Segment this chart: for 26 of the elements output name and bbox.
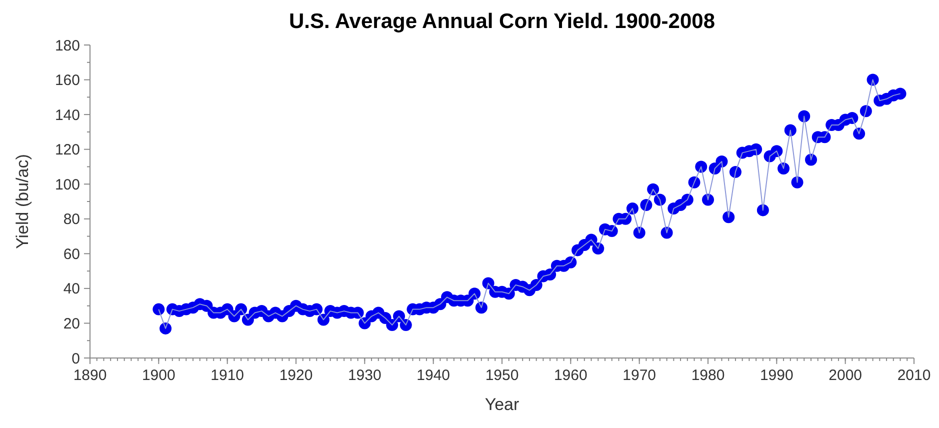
y-axis-title: Yield (bu/ac)	[13, 154, 32, 249]
x-tick-label: 1910	[210, 367, 244, 384]
y-tick-label: 20	[63, 315, 80, 332]
x-tick-label: 1980	[691, 367, 725, 384]
x-tick-label: 1960	[554, 367, 588, 384]
x-tick-label: 1890	[73, 367, 107, 384]
x-tick-label: 1900	[142, 367, 176, 384]
x-tick-label: 2000	[828, 367, 862, 384]
y-tick-label: 140	[54, 106, 80, 124]
y-tick-label: 180	[54, 37, 80, 54]
x-axis-title: Year	[484, 395, 520, 414]
x-tick-label: 1930	[348, 367, 382, 384]
y-tick-label: 100	[54, 176, 80, 194]
x-tick-label: 1970	[622, 367, 656, 384]
y-tick-label: 120	[54, 142, 80, 159]
y-tick-label: 60	[63, 246, 80, 263]
x-tick-label: 1940	[416, 367, 450, 384]
x-tick-label: 1950	[485, 367, 519, 384]
chart-title: U.S. Average Annual Corn Yield. 1900-2008	[289, 10, 716, 33]
y-tick-label: 0	[72, 350, 80, 368]
y-tick-label: 40	[63, 280, 80, 298]
x-tick-label: 1920	[279, 367, 313, 384]
y-tick-label: 160	[54, 72, 80, 90]
x-tick-label: 1990	[760, 367, 794, 384]
y-tick-label: 80	[63, 211, 80, 228]
x-tick-label: 2010	[897, 367, 931, 384]
